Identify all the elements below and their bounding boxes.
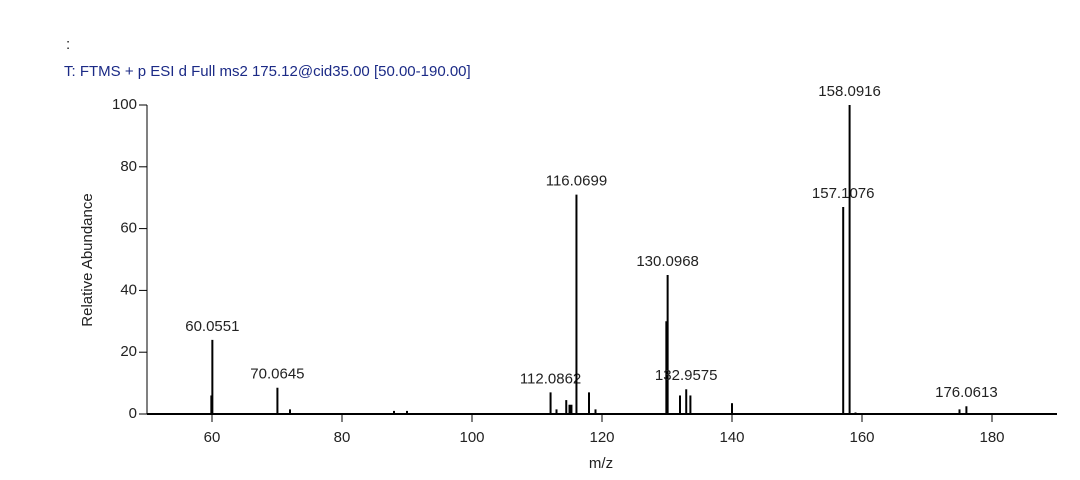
x-tick-label: 100 [459, 429, 484, 446]
peak-label: 112.0862 [520, 370, 581, 387]
peak-label: 132.9575 [655, 367, 718, 384]
y-axis-label: Relative Abundance [79, 193, 96, 326]
y-tick-label: 60 [120, 220, 137, 237]
y-tick-label: 0 [129, 405, 137, 422]
peak-label: 130.0968 [636, 253, 699, 270]
peak-label: 176.0613 [935, 384, 998, 401]
x-axis-label: m/z [589, 455, 613, 472]
x-tick-label: 120 [589, 429, 614, 446]
y-tick-label: 80 [120, 158, 137, 175]
x-tick-label: 80 [334, 429, 351, 446]
x-tick-label: 140 [719, 429, 744, 446]
y-tick-label: 100 [112, 96, 137, 113]
chart-header: : [66, 36, 70, 53]
x-tick-label: 60 [204, 429, 221, 446]
chart-title: T: FTMS + p ESI d Full ms2 175.12@cid35.… [64, 63, 471, 80]
y-tick-label: 40 [120, 281, 137, 298]
peak-label: 60.0551 [185, 318, 239, 335]
peak-label: 158.0916 [818, 83, 881, 100]
y-tick-label: 20 [120, 343, 137, 360]
peak-label: 70.0645 [250, 366, 304, 383]
peak-label: 157.1076 [812, 185, 875, 202]
peak-label: 116.0699 [546, 173, 607, 190]
x-tick-label: 180 [979, 429, 1004, 446]
x-tick-label: 160 [849, 429, 874, 446]
